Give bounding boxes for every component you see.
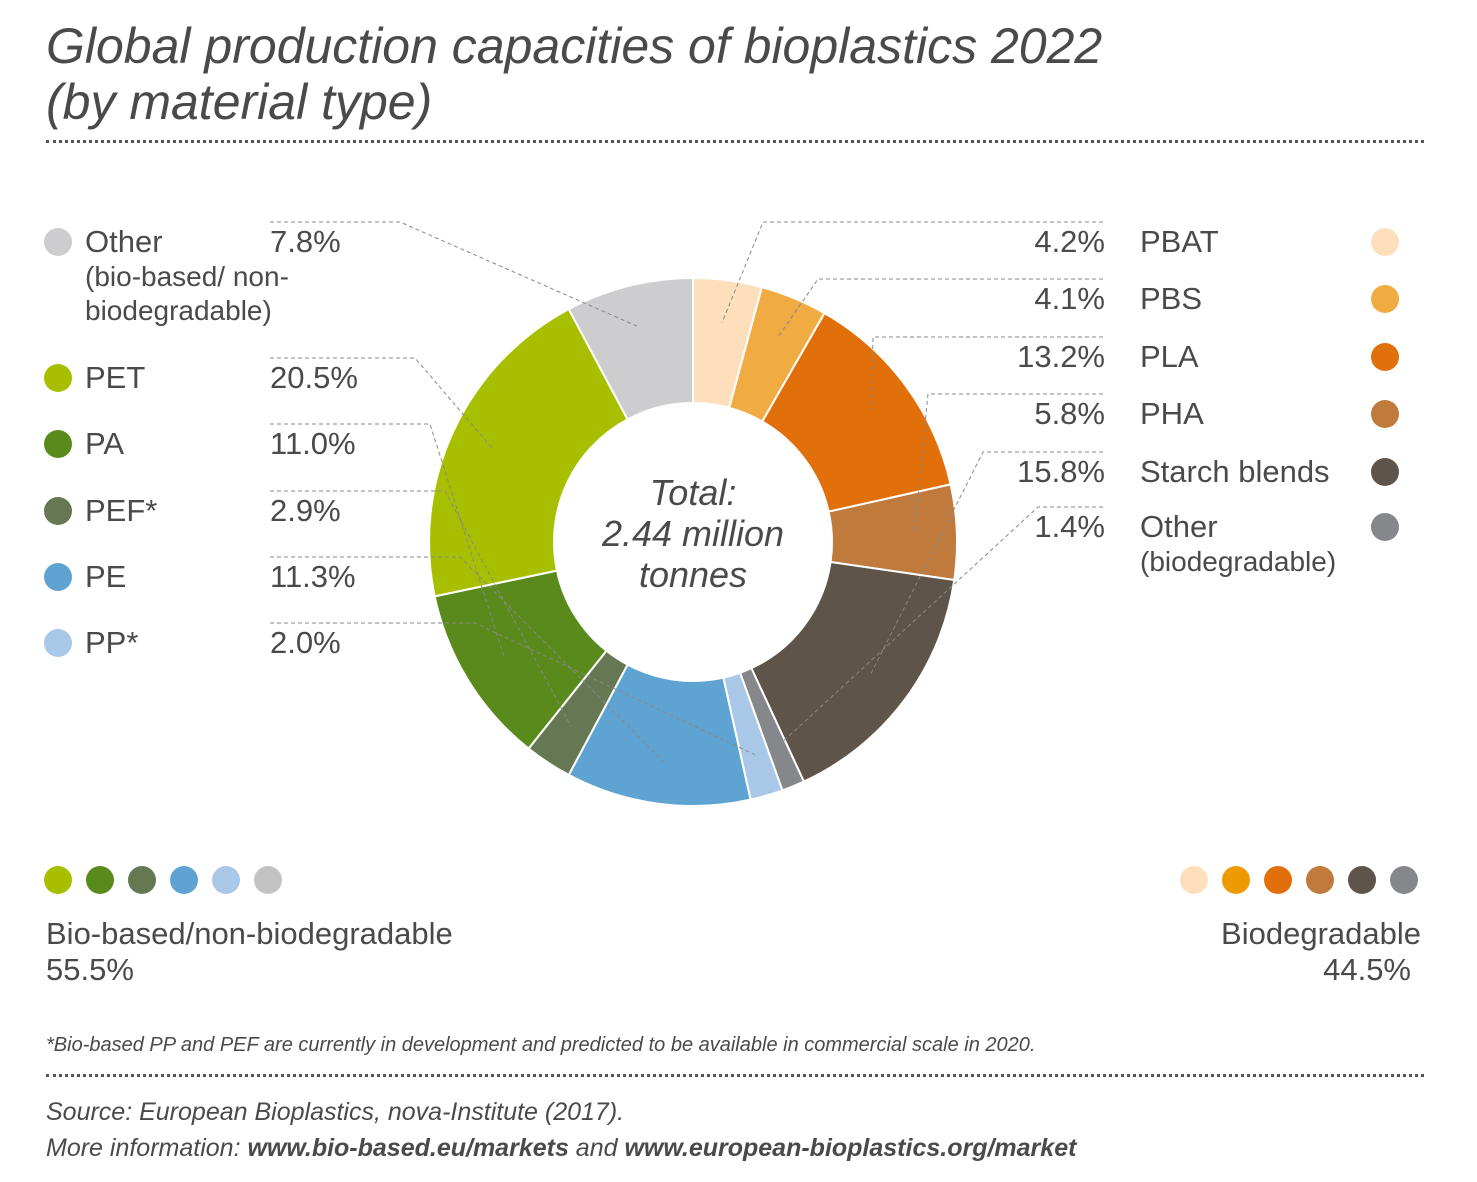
legend-sublabel: (bio-based/ non-biodegradable) bbox=[85, 261, 289, 326]
data-label: 4.1% bbox=[1034, 281, 1105, 316]
slice-pla2 bbox=[760, 311, 952, 513]
legend-dot bbox=[1371, 228, 1399, 256]
group-biobased: Bio-based/non-biodegradable 55.5% bbox=[46, 916, 453, 988]
leader-line bbox=[270, 423, 505, 659]
center-label-line: Total: bbox=[649, 472, 737, 513]
data-label: 13.2% bbox=[1017, 339, 1105, 374]
legend-dot bbox=[44, 563, 72, 591]
more-info-label: More information: bbox=[46, 1134, 248, 1162]
group-dot bbox=[212, 866, 240, 894]
center-label-line: tonnes bbox=[638, 554, 748, 595]
data-label: 2.0% bbox=[270, 625, 341, 660]
group-dot bbox=[44, 866, 72, 894]
legend-dot bbox=[1371, 285, 1399, 313]
leader-line bbox=[270, 622, 756, 756]
link-bio-based[interactable]: www.bio-based.eu/markets bbox=[247, 1134, 569, 1162]
legend-label: PEF* bbox=[85, 493, 158, 528]
legend-label: PA bbox=[85, 426, 125, 461]
legend-label: PBAT bbox=[1140, 224, 1219, 259]
data-label: 2.9% bbox=[270, 493, 341, 528]
legend-label: PLA bbox=[1140, 339, 1199, 374]
data-label: 11.0% bbox=[270, 426, 356, 461]
group-dot bbox=[1390, 866, 1418, 894]
data-label: 4.2% bbox=[1034, 224, 1105, 259]
group-name: Biodegradable bbox=[1221, 916, 1421, 951]
leader-line bbox=[270, 221, 640, 328]
legend-dot bbox=[1371, 400, 1399, 428]
group-dot bbox=[254, 866, 282, 894]
title-line-1: Global production capacities of bioplast… bbox=[46, 18, 1103, 74]
data-label: 15.8% bbox=[1017, 454, 1105, 489]
leader-line bbox=[870, 451, 1103, 675]
leader-line bbox=[270, 556, 664, 762]
leader-line bbox=[721, 221, 1103, 323]
group-dot bbox=[1306, 866, 1334, 894]
leader-line bbox=[777, 278, 1103, 338]
legend-sublabel: (biodegradable) bbox=[1140, 546, 1337, 577]
legend-dot bbox=[44, 430, 72, 458]
legend-dot bbox=[1371, 458, 1399, 486]
data-label: 5.8% bbox=[1034, 396, 1105, 431]
source: Source: European Bioplastics, nova-Insti… bbox=[46, 1098, 625, 1126]
group-name: Bio-based/non-biodegradable bbox=[46, 916, 453, 951]
center-label: Total: 2.44 million tonnes bbox=[560, 472, 826, 595]
more-info-and: and bbox=[568, 1134, 625, 1162]
legend-dot bbox=[1371, 343, 1399, 371]
group-dot bbox=[170, 866, 198, 894]
group-value: 55.5% bbox=[46, 952, 134, 987]
legend-label: Starch blends bbox=[1140, 454, 1330, 489]
legend-dot bbox=[44, 629, 72, 657]
center-label-line: 2.44 million bbox=[601, 513, 785, 554]
legend-label: Other (biodegradable) bbox=[1140, 509, 1337, 577]
data-label: 1.4% bbox=[1034, 509, 1105, 544]
group-dot bbox=[128, 866, 156, 894]
title-line-2: (by material type) bbox=[46, 74, 433, 130]
leader-line bbox=[270, 357, 493, 449]
legend-label: PE bbox=[85, 559, 127, 594]
data-label: 20.5% bbox=[270, 360, 358, 395]
group-dot bbox=[1348, 866, 1376, 894]
legend-dot bbox=[1371, 513, 1399, 541]
footnote: *Bio-based PP and PEF are currently in d… bbox=[46, 1034, 1036, 1056]
more-info: More information: www.bio-based.eu/marke… bbox=[46, 1132, 1076, 1164]
legend-label: PET bbox=[85, 360, 146, 395]
group-value: 44.5% bbox=[1323, 952, 1411, 987]
legend-label: PBS bbox=[1140, 281, 1203, 316]
legend-label: Other (bio-based/ non-biodegradable) bbox=[85, 224, 365, 328]
legend-dot bbox=[44, 497, 72, 525]
leader-line bbox=[270, 490, 572, 728]
divider-bottom bbox=[46, 1074, 1424, 1077]
divider-top bbox=[46, 140, 1424, 143]
slice-pet10 bbox=[428, 307, 629, 598]
legend-label: PHA bbox=[1140, 396, 1204, 431]
legend-label: PP* bbox=[85, 625, 139, 660]
group-dot bbox=[1264, 866, 1292, 894]
group-dot bbox=[86, 866, 114, 894]
data-label: 7.8% bbox=[270, 224, 341, 259]
data-label: 11.3% bbox=[270, 559, 356, 594]
slice-starch-blends4 bbox=[750, 560, 956, 783]
leader-line bbox=[913, 393, 1103, 534]
slice-other11 bbox=[567, 276, 694, 421]
leader-line bbox=[776, 506, 1103, 748]
group-dot bbox=[1222, 866, 1250, 894]
legend-dot bbox=[44, 364, 72, 392]
group-dot bbox=[1180, 866, 1208, 894]
legend-dot bbox=[44, 228, 72, 256]
group-biodegradable: Biodegradable 44.5% bbox=[1221, 916, 1421, 988]
link-european-bioplastics[interactable]: www.european-bioplastics.org/market bbox=[624, 1134, 1077, 1162]
chart-title: Global production capacities of bioplast… bbox=[46, 18, 1102, 130]
